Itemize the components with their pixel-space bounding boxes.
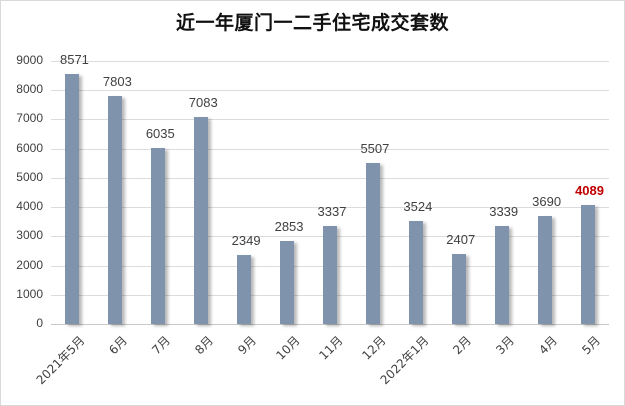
x-tick-label: 12月 (359, 333, 389, 363)
y-tick-label: 1000 (16, 287, 43, 301)
gridline (51, 119, 609, 120)
bar[interactable] (494, 226, 509, 324)
bar[interactable] (323, 226, 337, 324)
y-tick-label: 3000 (16, 228, 43, 242)
y-tick-label: 6000 (16, 141, 43, 155)
x-tick-label: 4月 (535, 333, 560, 358)
bar[interactable] (537, 216, 552, 324)
y-tick-label: 0 (36, 316, 43, 330)
x-tick-label: 5月 (578, 333, 603, 358)
value-label: 2407 (446, 231, 476, 247)
bar[interactable] (451, 253, 466, 324)
x-tick-label: 8月 (192, 333, 217, 358)
x-tick-label: 2021年5月 (34, 333, 88, 388)
value-label: 2349 (231, 233, 261, 249)
gridline (51, 149, 609, 150)
value-label: 4089 (575, 182, 604, 198)
value-label: 5507 (360, 141, 390, 157)
chart-title: 近一年厦门一二手住宅成交套数 (175, 12, 449, 34)
bar[interactable] (151, 147, 166, 324)
value-label: 3339 (489, 204, 519, 220)
bar[interactable] (194, 117, 209, 324)
bar[interactable] (580, 204, 595, 324)
x-tick-label: 2月 (449, 333, 474, 358)
y-tick-label: 4000 (16, 199, 43, 213)
x-tick-label: 10月 (273, 333, 303, 363)
x-tick-label: 9月 (235, 333, 260, 358)
bar[interactable] (237, 255, 252, 324)
value-label: 7083 (188, 95, 218, 111)
x-tick-label: 7月 (149, 333, 174, 358)
gridline (51, 90, 609, 91)
x-tick-label: 11月 (316, 333, 346, 363)
value-label: 6035 (145, 125, 175, 141)
y-tick-label: 9000 (16, 53, 43, 67)
x-tick-label: 3月 (492, 333, 517, 358)
value-label: 8571 (59, 51, 89, 67)
bar[interactable] (65, 73, 80, 324)
value-label: 3524 (403, 199, 433, 215)
y-tick-label: 5000 (16, 170, 43, 184)
gridline (51, 61, 609, 62)
y-tick-label: 8000 (16, 82, 43, 96)
y-tick-label: 2000 (16, 258, 43, 272)
bar[interactable] (365, 163, 380, 324)
value-label: 3690 (532, 194, 562, 210)
value-label: 7803 (102, 73, 132, 89)
value-label: 3337 (317, 204, 347, 220)
bar[interactable] (408, 221, 423, 324)
gridline (51, 207, 609, 208)
gridline (51, 178, 609, 179)
bar[interactable] (108, 95, 123, 324)
value-label: 2853 (274, 218, 304, 234)
x-axis-line (51, 324, 609, 325)
bar[interactable] (280, 240, 295, 324)
y-tick-label: 7000 (16, 111, 43, 125)
x-tick-label: 6月 (106, 333, 131, 358)
